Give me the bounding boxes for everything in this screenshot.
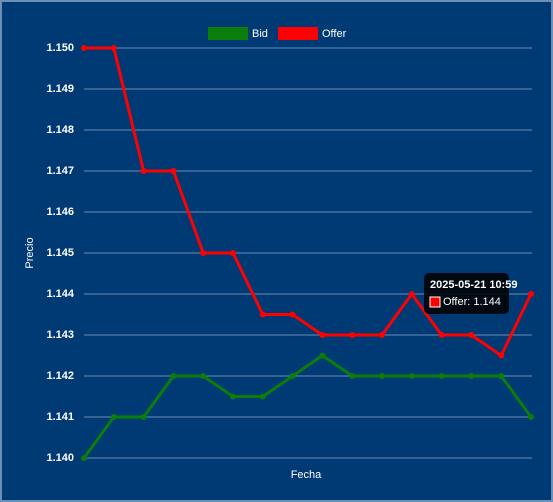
y-tick-label: 1.142 — [46, 370, 74, 382]
data-point — [349, 332, 356, 338]
data-point — [408, 373, 415, 379]
legend-label: Bid — [252, 28, 268, 40]
tooltip-box — [424, 273, 509, 314]
data-point — [230, 250, 236, 256]
data-point — [468, 332, 475, 338]
y-tick-label: 1.149 — [46, 83, 74, 95]
data-point — [498, 352, 505, 359]
y-tick-label: 1.145 — [46, 247, 74, 259]
y-tick-label: 1.146 — [46, 206, 74, 218]
data-point — [528, 414, 534, 420]
data-point — [438, 332, 445, 338]
y-axis-title: Precio — [24, 237, 36, 268]
tooltip: 2025-05-21 10:59 Offer: 1.144 — [424, 273, 517, 314]
y-tick-label: 1.143 — [46, 329, 74, 341]
data-point — [408, 291, 415, 297]
series-line — [82, 354, 533, 459]
data-point — [438, 373, 445, 379]
legend-swatch — [208, 27, 248, 40]
data-point — [468, 373, 475, 379]
y-tick-label: 1.141 — [46, 411, 74, 423]
data-point — [230, 393, 236, 400]
data-point — [379, 373, 385, 379]
data-point — [379, 332, 385, 338]
y-tick-label: 1.148 — [46, 124, 74, 136]
data-point — [140, 168, 147, 174]
data-point — [170, 168, 177, 174]
data-point — [319, 352, 326, 359]
data-point — [110, 45, 117, 51]
legend-label: Offer — [322, 28, 347, 40]
tooltip-title: 2025-05-21 10:59 — [430, 279, 517, 291]
tooltip-label: Offer: 1.144 — [443, 296, 501, 308]
y-tick-label: 1.140 — [46, 452, 74, 464]
data-point — [498, 373, 505, 379]
y-tick-label: 1.144 — [46, 288, 74, 300]
data-point — [81, 455, 87, 461]
data-point — [349, 373, 356, 379]
series-line — [84, 46, 533, 357]
x-axis-title: Fecha — [291, 469, 322, 481]
data-point — [200, 373, 207, 379]
data-point — [170, 373, 177, 379]
data-point — [140, 414, 147, 420]
data-point — [200, 250, 207, 256]
data-point — [319, 332, 326, 338]
data-point — [289, 373, 296, 379]
data-point — [259, 311, 266, 318]
legend-swatch — [278, 27, 318, 40]
data-point — [259, 393, 266, 400]
data-point — [81, 45, 87, 51]
y-tick-label: 1.150 — [46, 42, 74, 54]
data-point — [289, 311, 296, 318]
data-point — [528, 291, 534, 297]
data-point — [110, 414, 117, 420]
y-tick-label: 1.147 — [46, 165, 74, 177]
tooltip-swatch — [429, 296, 441, 308]
